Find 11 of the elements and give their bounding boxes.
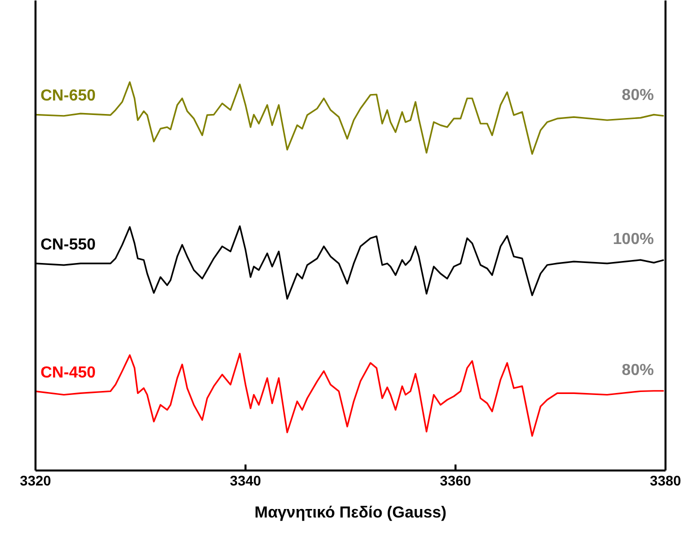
x-axis-title: Μαγνητικό Πεδίο (Gauss) xyxy=(254,504,447,522)
x-tick-label: 3380 xyxy=(650,472,682,488)
x-tick-label: 3320 xyxy=(20,472,52,488)
series-label: CN-450 xyxy=(40,364,96,382)
series-label: CN-650 xyxy=(40,88,96,105)
annotation: 80% xyxy=(622,362,654,379)
x-tick-label: 3340 xyxy=(230,472,262,488)
series-label: CN-550 xyxy=(40,236,96,254)
x-tick-label: 3360 xyxy=(440,472,472,488)
annotation: 100% xyxy=(612,230,654,248)
annotation: 80% xyxy=(622,86,654,104)
